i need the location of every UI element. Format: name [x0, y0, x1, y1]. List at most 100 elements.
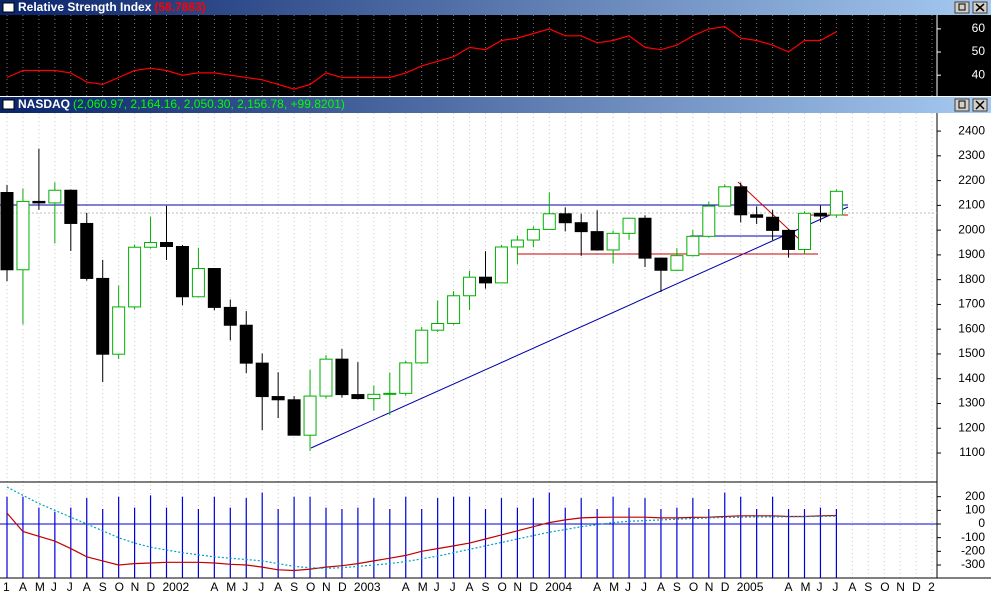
rsi-title-text: Relative Strength Index: [18, 0, 152, 14]
y-tick-label: -100: [961, 530, 985, 544]
y-tick-label: 60: [972, 21, 986, 35]
x-tick-label: D: [912, 580, 921, 594]
line: [6, 25, 837, 90]
candle-body: [622, 217, 636, 234]
x-tick-label: N: [131, 580, 140, 594]
x-tick-label: A: [274, 580, 282, 594]
candle-body: [606, 232, 620, 251]
y-tick-label: 1700: [958, 297, 985, 311]
candle-body: [191, 268, 205, 298]
x-tick-label: J: [242, 580, 248, 594]
rsi-title: Relative Strength Index (58.7883): [18, 0, 206, 14]
candle-body: [32, 200, 46, 204]
y-tick-label: 2300: [958, 148, 985, 162]
x-tick-label: A: [210, 580, 218, 594]
x-tick-label: D: [721, 580, 730, 594]
y-tick-label: 1400: [958, 371, 985, 385]
y-tick-label: 1500: [958, 346, 985, 360]
candle-body: [367, 393, 381, 400]
candle-body: [447, 295, 461, 325]
y-tick-label: 0: [978, 516, 985, 530]
maximize-button[interactable]: [954, 1, 970, 14]
candle-body: [782, 229, 796, 250]
x-tick-label: O: [306, 580, 315, 594]
x-tick-label: J: [625, 580, 631, 594]
candle-body: [207, 268, 221, 308]
x-tick-label: A: [848, 580, 856, 594]
x-tick-label: A: [402, 580, 410, 594]
x-tick-label: D: [529, 580, 538, 594]
x-tick-label: A: [657, 580, 665, 594]
candle-body: [64, 189, 78, 224]
candle-body: [590, 231, 604, 251]
x-tick-label: N: [896, 580, 905, 594]
candle-body: [175, 245, 189, 298]
x-tick-label: J: [434, 580, 440, 594]
candle-body: [271, 396, 285, 401]
candle-body: [112, 306, 126, 355]
y-tick-label: 2200: [958, 173, 985, 187]
close-icon: [975, 3, 985, 12]
price-title-values: (2,060.97, 2,164.16, 2,050.30, 2,156.78,…: [73, 97, 345, 111]
x-tick-label: N: [513, 580, 522, 594]
candle-body: [654, 257, 668, 271]
y-tick-label: -200: [961, 544, 985, 558]
trend-line: [310, 206, 849, 449]
candle-body: [319, 358, 333, 397]
x-tick-label: 2004: [545, 580, 572, 594]
candle-body: [686, 235, 700, 257]
line: [6, 486, 837, 570]
candle-body: [351, 394, 365, 400]
x-tick-label: N: [705, 580, 714, 594]
x-tick-label: M: [801, 580, 811, 594]
candle-body: [128, 246, 142, 308]
candle-body: [80, 222, 94, 279]
x-tick-label: S: [482, 580, 490, 594]
candle-body: [829, 190, 843, 216]
window-buttons[interactable]: [954, 1, 988, 14]
x-tick-label: A: [466, 580, 474, 594]
candle-body: [399, 362, 413, 394]
x-tick-label: M: [418, 580, 428, 594]
y-tick-label: 1200: [958, 420, 985, 434]
price-title-text: NASDAQ: [18, 97, 70, 111]
candle-body: [702, 205, 716, 237]
x-tick-label: M: [609, 580, 619, 594]
close-icon: [975, 100, 985, 110]
candle-body: [223, 306, 237, 326]
candle-body: [750, 214, 764, 218]
x-tick-label: 2005: [737, 580, 764, 594]
candle-body: [813, 212, 827, 217]
x-tick-label: S: [290, 580, 298, 594]
candle-body: [0, 191, 14, 271]
x-tick-label: 1: [3, 580, 10, 594]
y-tick-label: 2400: [958, 123, 985, 137]
price-title: NASDAQ (2,060.97, 2,164.16, 2,050.30, 2,1…: [18, 97, 345, 111]
candle-body: [431, 323, 445, 331]
x-tick-label: J: [258, 580, 264, 594]
candle-body: [638, 217, 652, 259]
candle-body: [718, 186, 732, 207]
x-tick-label: 2003: [354, 580, 381, 594]
candle-body: [287, 399, 301, 436]
rsi-panel: [0, 15, 991, 96]
y-tick-label: 50: [972, 44, 986, 58]
x-tick-label: O: [497, 580, 506, 594]
x-tick-label: J: [832, 580, 838, 594]
x-tick-label: D: [147, 580, 156, 594]
x-tick-label: 2002: [163, 580, 190, 594]
y-tick-label: 2000: [958, 222, 985, 236]
title-bar: [0, 97, 991, 113]
y-tick-label: 100: [965, 503, 985, 517]
candle-body: [494, 246, 508, 284]
y-tick-label: 1600: [958, 321, 985, 335]
candle-body: [798, 212, 811, 250]
candle-body: [734, 186, 748, 216]
window-buttons[interactable]: [954, 98, 988, 112]
line: [6, 512, 837, 572]
candle-body: [383, 392, 397, 395]
candle-body: [463, 276, 477, 297]
candle-body: [144, 242, 158, 248]
